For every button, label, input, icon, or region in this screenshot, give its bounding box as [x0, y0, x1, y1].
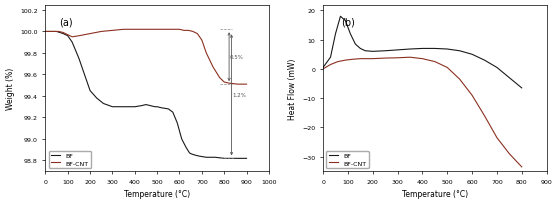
Legend: BF, BF-CNT: BF, BF-CNT [49, 151, 91, 168]
Legend: BF, BF-CNT: BF, BF-CNT [326, 151, 369, 168]
X-axis label: Temperature (°C): Temperature (°C) [124, 190, 190, 198]
X-axis label: Temperature (°C): Temperature (°C) [402, 190, 468, 198]
Text: 0.5%: 0.5% [230, 55, 244, 60]
Y-axis label: Weight (%): Weight (%) [6, 68, 15, 110]
Text: (a): (a) [59, 17, 73, 27]
Y-axis label: Heat Flow (mW): Heat Flow (mW) [288, 58, 297, 119]
Text: 1.2%: 1.2% [233, 93, 246, 98]
Text: (b): (b) [341, 17, 355, 27]
